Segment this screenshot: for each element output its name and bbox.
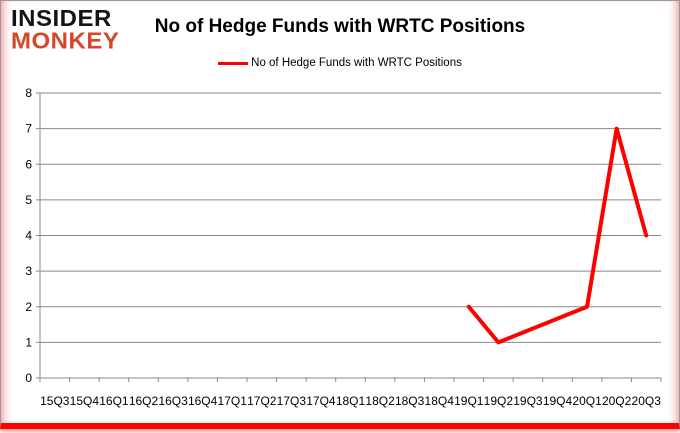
x-tick-label: 20Q2 xyxy=(602,394,632,408)
x-tick-label: 18Q1 xyxy=(336,394,366,408)
y-tick-label: 6 xyxy=(25,157,32,171)
y-tick-label: 3 xyxy=(25,264,32,278)
y-tick-label: 8 xyxy=(25,86,32,100)
legend-label: No of Hedge Funds with WRTC Positions xyxy=(251,57,462,69)
y-tick-label: 7 xyxy=(25,122,32,136)
x-tick-label: 15Q4 xyxy=(70,394,100,408)
logo-line-monkey: MONKEY xyxy=(11,27,120,54)
x-tick-label: 17Q2 xyxy=(247,394,277,408)
x-tick-label: 18Q4 xyxy=(425,394,455,408)
legend-line-swatch xyxy=(218,61,249,65)
chart-title: No of Hedge Funds with WRTC Positions xyxy=(154,16,526,37)
x-tick-label: 18Q3 xyxy=(395,394,425,408)
x-tick-label: 16Q1 xyxy=(99,394,129,408)
x-tick-label: 17Q3 xyxy=(277,394,307,408)
x-tick-label: 16Q3 xyxy=(158,394,188,408)
insider-monkey-logo: INSIDER MONKEY xyxy=(11,5,120,54)
y-tick-label: 2 xyxy=(25,300,32,314)
x-tick-label: 19Q3 xyxy=(513,394,543,408)
x-tick-label: 20Q1 xyxy=(572,394,602,408)
x-tick-label: 18Q2 xyxy=(365,394,395,408)
chart-legend: No of Hedge Funds with WRTC Positions xyxy=(1,57,679,69)
x-tick-label: 19Q1 xyxy=(454,394,484,408)
x-tick-label: 17Q4 xyxy=(306,394,336,408)
x-tick-label: 16Q4 xyxy=(188,394,218,408)
y-tick-label: 5 xyxy=(25,193,32,207)
y-tick-label: 0 xyxy=(25,371,32,385)
y-tick-label: 1 xyxy=(25,335,32,349)
logo-line-insider: INSIDER xyxy=(11,5,112,32)
x-tick-label: 19Q4 xyxy=(543,394,573,408)
y-tick-label: 4 xyxy=(25,229,32,243)
x-tick-label: 17Q1 xyxy=(218,394,248,408)
x-tick-label: 20Q3 xyxy=(632,394,662,408)
data-line xyxy=(466,126,649,345)
x-tick-label: 19Q2 xyxy=(484,394,514,408)
x-tick-label: 15Q3 xyxy=(40,394,70,408)
x-tick-label: 16Q2 xyxy=(129,394,159,408)
